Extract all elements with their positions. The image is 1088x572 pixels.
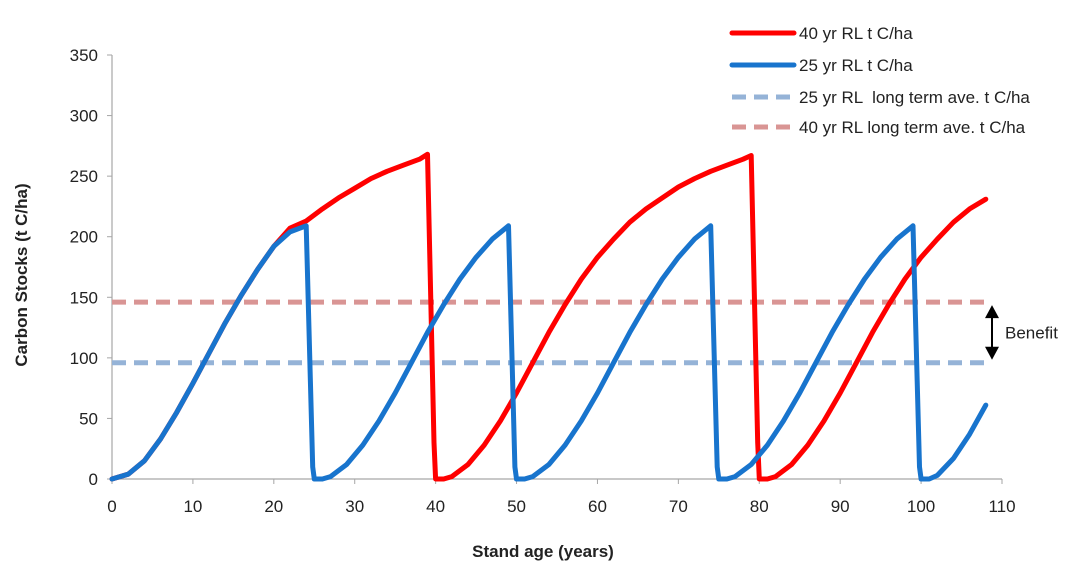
x-tick-label: 70: [669, 497, 688, 516]
legend-label-25yr-rl: 25 yr RL t C/ha: [799, 56, 913, 75]
x-tick-label: 20: [264, 497, 283, 516]
x-tick-label: 50: [507, 497, 526, 516]
series-25yr-rl-line: [109, 223, 989, 482]
x-tick-label: 110: [988, 497, 1015, 516]
y-tick-label: 200: [70, 228, 98, 247]
series-lines: [109, 151, 989, 482]
benefit-arrowhead-up: [985, 305, 999, 319]
legend-label-40yr-rl: 40 yr RL t C/ha: [799, 24, 913, 43]
legend-label-25yr-long-term-ave: 25 yr RL long term ave. t C/ha: [799, 88, 1030, 107]
x-tick-label: 90: [831, 497, 850, 516]
benefit-arrowhead-down: [985, 346, 999, 360]
x-tick-label: 100: [907, 497, 935, 516]
series-40yr-rl-line: [109, 151, 989, 482]
y-tick-label: 100: [70, 349, 98, 368]
x-tick-label: 60: [588, 497, 607, 516]
legend-label-40yr-long-term-ave: 40 yr RL long term ave. t C/ha: [799, 118, 1026, 137]
y-tick-label: 250: [70, 167, 98, 186]
y-tick-label: 350: [70, 46, 98, 65]
legend: 40 yr RL t C/ha 25 yr RL t C/ha 25 yr RL…: [729, 24, 1030, 137]
y-tick-label: 50: [79, 409, 98, 428]
x-tick-label: 40: [426, 497, 445, 516]
x-tick-label: 80: [750, 497, 769, 516]
x-tick-label: 30: [345, 497, 364, 516]
y-axis-title: Carbon Stocks (t C/ha): [12, 183, 31, 366]
axes: 0 50 100 150 200 250 300 350 0 10 20 30 40 50 60 70 80 90…: [70, 46, 1016, 516]
y-tick-label: 0: [89, 470, 98, 489]
benefit-annotation: Benefit: [985, 305, 1058, 360]
x-tick-label: 10: [183, 497, 202, 516]
benefit-label: Benefit: [1005, 323, 1058, 342]
y-tick-label: 150: [70, 288, 98, 307]
y-tick-label: 300: [70, 107, 98, 126]
x-tick-label: 0: [107, 497, 116, 516]
x-axis-title: Stand age (years): [472, 542, 614, 561]
